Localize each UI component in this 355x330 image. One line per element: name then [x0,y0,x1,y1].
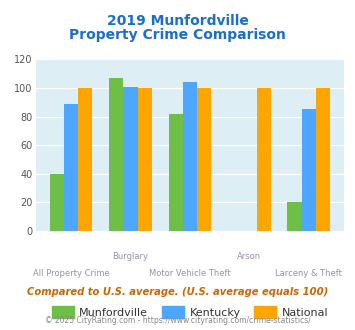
Bar [183,82,197,231]
Bar [302,110,316,231]
Bar [123,86,138,231]
Text: Burglary: Burglary [113,251,148,261]
Bar [257,88,271,231]
Bar [138,88,152,231]
Text: © 2025 CityRating.com - https://www.cityrating.com/crime-statistics/: © 2025 CityRating.com - https://www.city… [45,315,310,325]
Bar [78,88,92,231]
Bar [50,174,64,231]
Text: Arson: Arson [237,251,262,261]
Bar [64,104,78,231]
Bar [169,114,183,231]
Bar [288,202,302,231]
Text: Larceny & Theft: Larceny & Theft [275,269,342,278]
Legend: Munfordville, Kentucky, National: Munfordville, Kentucky, National [47,302,333,322]
Text: 2019 Munfordville: 2019 Munfordville [106,15,248,28]
Text: Property Crime Comparison: Property Crime Comparison [69,28,286,42]
Text: All Property Crime: All Property Crime [33,269,109,278]
Bar [109,78,123,231]
Bar [316,88,330,231]
Text: Compared to U.S. average. (U.S. average equals 100): Compared to U.S. average. (U.S. average … [27,287,328,297]
Text: Motor Vehicle Theft: Motor Vehicle Theft [149,269,231,278]
Bar [197,88,211,231]
